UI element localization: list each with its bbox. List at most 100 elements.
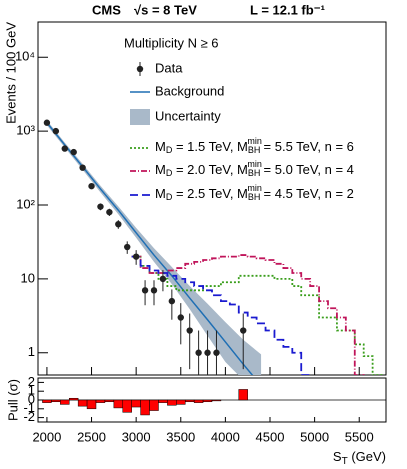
x-tick-label: 4500 [256,429,285,444]
data-point [97,203,104,210]
legend-label: MD = 1.5 TeV, MBHmin = 5.5 TeV, n = 6 [155,136,354,155]
legend-sub: BH [248,192,261,202]
pull-bar [184,399,195,403]
x-tick-label: 2000 [32,429,61,444]
legend-sub: D [166,192,173,202]
legend-part: = 5.0 TeV, n = 4 [260,162,354,177]
signal-line [131,255,383,375]
y-tick-label: 10³ [16,123,35,138]
data-point [88,182,95,190]
legend-label: MD = 2.5 TeV, MBHmin = 4.5 TeV, n = 2 [155,183,354,202]
pull-y-tick-label: -1 [23,400,35,415]
y-tick-label: 1 [28,344,35,359]
pull-bar [113,399,124,409]
pull-bar [211,399,222,402]
data-point [79,164,86,171]
main-frame [37,21,387,376]
title-lumi: L = 12.1 fb⁻¹ [250,2,325,17]
legend-annotation: Multiplicity N ≥ 6 [124,35,219,50]
x-tick-label: 2500 [77,429,106,444]
pull-bar [176,399,186,405]
data-point [70,148,77,156]
legend-sub: BH [248,168,261,178]
pull-bar [77,399,88,407]
pull-y-tick-label: -2 [23,409,35,424]
legend-label: Uncertainty [155,108,221,123]
y-tick-label: 10 [21,270,35,285]
y-axis-label: Events / 100 GeV [3,22,18,124]
data-point [213,349,220,356]
legend-part: = 5.5 TeV, n = 6 [260,139,354,154]
legend-label: MD = 2.0 TeV, MBHmin = 5.0 TeV, n = 4 [155,159,354,178]
legend-part: M [155,186,166,201]
pull-bar [86,399,97,410]
title-experiment: CMS [92,2,121,17]
pull-bar [238,389,248,401]
data-point [124,243,131,251]
data-point [132,253,140,260]
y-tick-label: 10² [16,196,35,211]
data-point [195,349,202,356]
legend-sub: BH [248,145,261,155]
pull-bar [167,399,177,406]
x-axis-label-unit: (GeV) [348,449,386,464]
pull-bar [42,399,52,403]
legend-data-marker [136,65,144,73]
pull-bar [193,399,204,403]
pull-y-tick-label: 1 [28,383,35,398]
pull-bar [140,399,150,416]
data-point [150,287,158,294]
legend-sup: min [247,183,262,193]
x-tick-label: 3000 [122,429,151,444]
title-energy: √s = 8 TeV [134,2,197,17]
data-point [159,275,167,283]
x-axis-label: ST (GeV) [333,449,386,466]
data-point [115,220,122,228]
x-axis-label-main: S [333,449,342,464]
legend-part: = 2.5 TeV, M [172,186,248,201]
data-point [186,327,193,334]
x-tick-label: 5500 [345,429,374,444]
pull-bar [202,399,213,403]
legend-part: = 1.5 TeV, M [172,139,248,154]
data-point [204,349,211,356]
data-point [141,287,149,294]
pull-bar [51,399,61,403]
pull-bar [131,399,141,408]
legend-label: Background [155,83,224,98]
pull-bar [149,399,159,411]
data-point [43,119,51,126]
legend-part: = 4.5 TeV, n = 2 [260,186,354,201]
legend-sub: D [166,168,173,178]
pull-bar [95,399,106,403]
signal-line [131,255,312,375]
legend-sup: min [247,159,262,169]
pull-bar [68,397,79,401]
pull-bar [158,399,168,403]
pull-axis-label: Pull (σ) [5,379,20,421]
legend-label: Data [155,60,183,75]
x-axis-label-sub: T [342,456,348,467]
data-point [240,327,247,334]
legend-part: M [155,139,166,154]
legend-part: = 2.0 TeV, M [172,162,248,177]
data-point [61,145,68,152]
legend-uncertainty [130,109,150,125]
x-tick-label: 5000 [300,429,329,444]
x-tick-label: 3500 [166,429,195,444]
legend-sub: D [166,145,173,155]
pull-y-tick-label: 0 [28,391,35,406]
pull-y-tick-label: 2 [28,374,35,389]
data-point [106,208,113,216]
data-point [52,127,60,135]
x-tick-label: 4000 [211,429,240,444]
legend-part: M [155,162,166,177]
pull-bar [60,399,70,405]
pull-bar [122,399,132,413]
pull-bar [104,399,115,403]
data-point [168,297,176,305]
uncertainty-band [46,120,262,375]
data-point [177,314,184,321]
main-plot [43,119,383,375]
